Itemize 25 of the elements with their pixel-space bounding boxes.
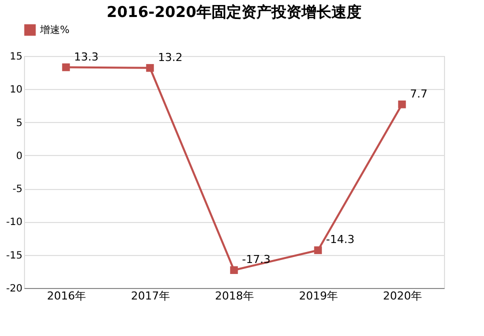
x-tick-label: 2016年: [47, 290, 86, 302]
chart-title: 2016-2020年固定资产投资增长速度: [106, 3, 362, 21]
data-label: 13.2: [158, 50, 182, 64]
x-tick-label: 2018年: [215, 290, 254, 302]
point: [146, 64, 154, 72]
y-tick-label: -5: [12, 184, 22, 196]
x-tick-label: 2019年: [299, 290, 338, 302]
data-label: 7.7: [410, 87, 428, 100]
y-tick-label: -15: [6, 250, 22, 262]
data-label: 13.3: [74, 50, 98, 64]
x-tick-label: 2020年: [383, 290, 422, 302]
y-tick-label: -10: [6, 217, 22, 228]
data-label: -17.3: [242, 253, 270, 266]
y-tick-label: -20: [6, 284, 22, 294]
point: [398, 100, 406, 108]
x-tick-label: 2017年: [131, 290, 170, 302]
data-label: -14.3: [326, 233, 354, 246]
y-tick-label: 0: [16, 150, 22, 162]
y-tick-label: 15: [10, 52, 22, 62]
point: [230, 266, 238, 274]
point: [62, 63, 70, 72]
y-tick-label: 5: [16, 118, 22, 129]
point: [314, 246, 322, 254]
y-tick-label: 10: [10, 84, 22, 96]
legend-label: 增速%: [39, 24, 70, 36]
